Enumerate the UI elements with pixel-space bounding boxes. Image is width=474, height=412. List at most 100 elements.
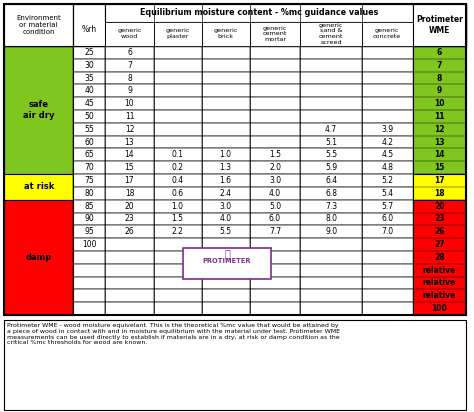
Bar xyxy=(301,59,362,72)
Text: 30: 30 xyxy=(84,61,94,70)
Text: at risk: at risk xyxy=(24,183,54,192)
Bar xyxy=(106,174,154,187)
Text: 100: 100 xyxy=(431,304,447,313)
Text: 55: 55 xyxy=(84,125,94,134)
Bar xyxy=(106,302,154,315)
Bar xyxy=(106,148,154,161)
Text: damp: damp xyxy=(26,253,52,262)
Text: 5.9: 5.9 xyxy=(325,163,337,172)
Text: 10: 10 xyxy=(125,99,134,108)
Text: relative: relative xyxy=(423,279,456,288)
Bar xyxy=(362,97,412,110)
Bar xyxy=(250,302,301,315)
Bar xyxy=(201,225,250,238)
Bar xyxy=(201,84,250,97)
Bar xyxy=(250,213,301,225)
Text: 90: 90 xyxy=(84,214,94,223)
Text: 5.7: 5.7 xyxy=(381,201,393,211)
Bar xyxy=(154,22,201,46)
Bar xyxy=(73,72,106,84)
Bar xyxy=(106,97,154,110)
Text: 80: 80 xyxy=(85,189,94,198)
Bar xyxy=(362,46,412,59)
Text: 8: 8 xyxy=(127,73,132,82)
Bar xyxy=(4,4,73,46)
Text: 13: 13 xyxy=(434,138,445,147)
Bar xyxy=(362,161,412,174)
Bar xyxy=(154,59,201,72)
Bar xyxy=(106,4,412,22)
Bar xyxy=(301,97,362,110)
Bar xyxy=(154,187,201,200)
Text: 35: 35 xyxy=(84,73,94,82)
Bar xyxy=(201,148,250,161)
Text: 27: 27 xyxy=(434,240,445,249)
Bar xyxy=(106,276,154,289)
Bar xyxy=(154,110,201,123)
Bar xyxy=(201,46,250,59)
Bar xyxy=(201,22,250,46)
Text: 1.0: 1.0 xyxy=(172,201,183,211)
Text: 70: 70 xyxy=(84,163,94,172)
Text: safe
air dry: safe air dry xyxy=(23,101,55,120)
Bar xyxy=(201,72,250,84)
Bar xyxy=(362,84,412,97)
Bar xyxy=(106,136,154,148)
Text: 10: 10 xyxy=(434,99,445,108)
Bar xyxy=(412,200,466,315)
Bar xyxy=(250,161,301,174)
Bar xyxy=(250,97,301,110)
Text: 4.0: 4.0 xyxy=(269,189,281,198)
Text: 3.9: 3.9 xyxy=(381,125,393,134)
Bar xyxy=(154,264,201,276)
Text: 9: 9 xyxy=(437,87,442,95)
Bar xyxy=(73,46,106,59)
Text: 6.0: 6.0 xyxy=(269,214,281,223)
Text: PROTIMETER: PROTIMETER xyxy=(203,258,251,264)
Bar xyxy=(73,289,106,302)
Bar xyxy=(73,97,106,110)
Bar xyxy=(106,289,154,302)
Bar xyxy=(73,161,106,174)
Bar xyxy=(301,302,362,315)
Text: 17: 17 xyxy=(125,176,134,185)
Text: 15: 15 xyxy=(434,163,445,172)
Bar xyxy=(301,238,362,251)
Text: 95: 95 xyxy=(84,227,94,236)
Text: Equilibrium moisture content - %mc guidance values: Equilibrium moisture content - %mc guida… xyxy=(140,8,378,17)
Bar xyxy=(362,225,412,238)
Text: 7.0: 7.0 xyxy=(381,227,393,236)
Text: 28: 28 xyxy=(434,253,445,262)
Bar xyxy=(362,302,412,315)
Bar xyxy=(250,225,301,238)
Bar xyxy=(201,302,250,315)
Bar xyxy=(362,264,412,276)
Text: 9: 9 xyxy=(127,87,132,95)
Text: generic
brick: generic brick xyxy=(213,28,238,39)
Text: 65: 65 xyxy=(84,150,94,159)
Text: 0.6: 0.6 xyxy=(172,189,183,198)
Text: 1.5: 1.5 xyxy=(172,214,183,223)
Bar xyxy=(201,289,250,302)
Text: 18: 18 xyxy=(434,189,445,198)
Bar xyxy=(301,174,362,187)
Text: 12: 12 xyxy=(434,125,445,134)
Bar xyxy=(201,276,250,289)
Bar xyxy=(73,136,106,148)
Bar xyxy=(362,22,412,46)
Text: 12: 12 xyxy=(125,125,134,134)
Text: 4.0: 4.0 xyxy=(219,214,232,223)
Bar xyxy=(73,251,106,264)
Bar xyxy=(154,289,201,302)
Bar xyxy=(154,123,201,136)
Bar xyxy=(73,4,106,46)
Text: 4.5: 4.5 xyxy=(381,150,393,159)
Bar xyxy=(301,136,362,148)
Bar xyxy=(106,110,154,123)
Bar xyxy=(250,84,301,97)
Bar xyxy=(154,213,201,225)
Bar xyxy=(106,187,154,200)
Text: 14: 14 xyxy=(125,150,134,159)
Text: 11: 11 xyxy=(434,112,445,121)
Text: 8.0: 8.0 xyxy=(325,214,337,223)
